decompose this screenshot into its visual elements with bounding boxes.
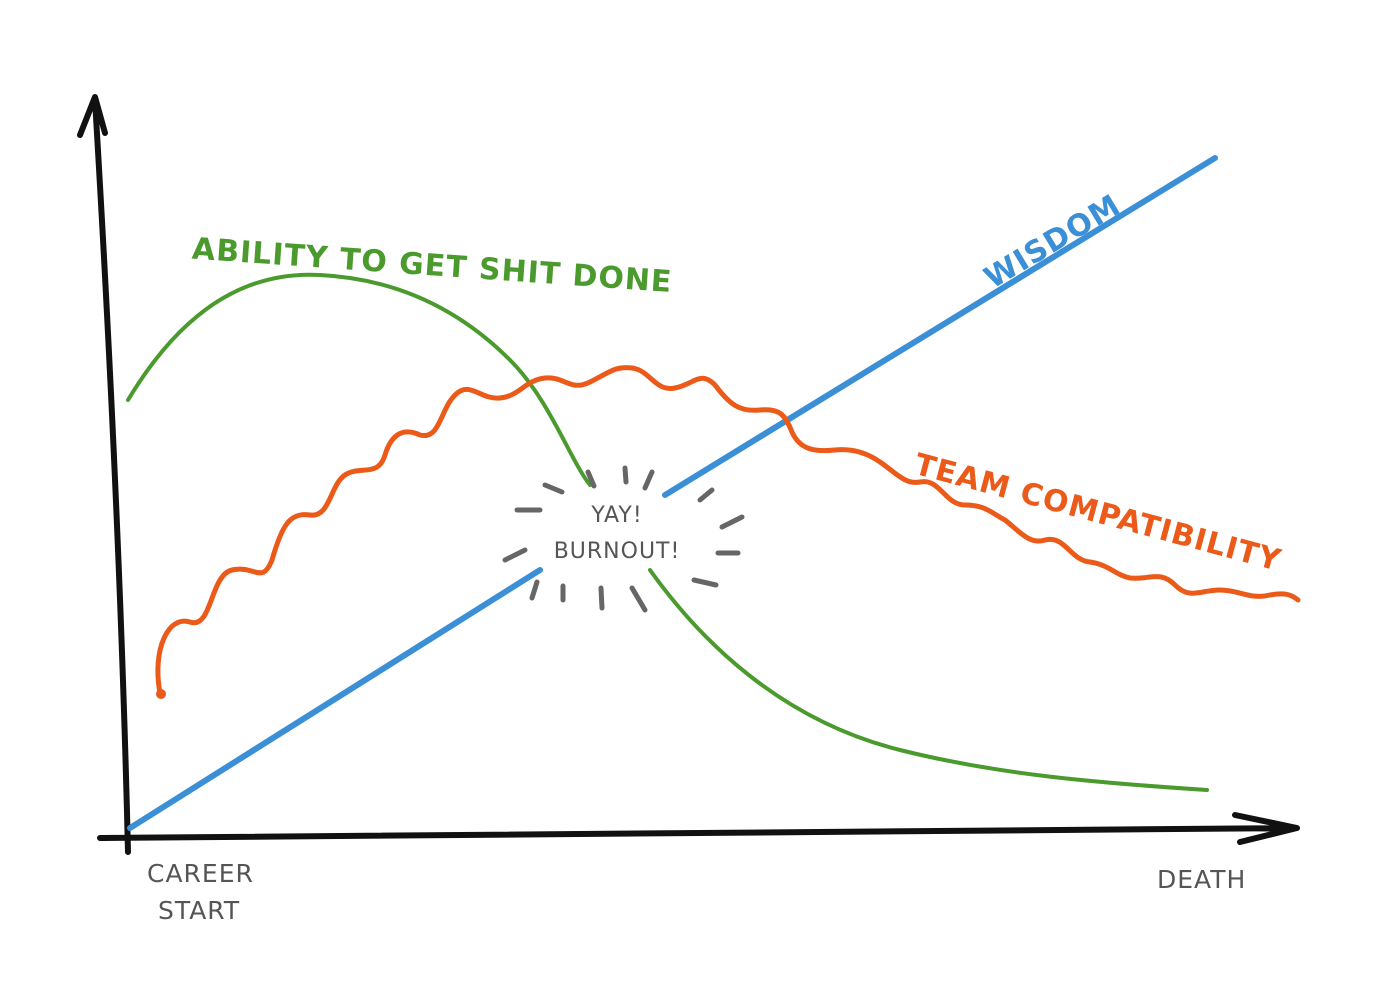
x-axis-end-label: DEATH xyxy=(1157,865,1246,894)
team-compatibility-curve xyxy=(155,365,1301,696)
wisdom-curve xyxy=(127,155,1218,831)
y-axis xyxy=(77,94,131,855)
curve-label: TEAM COMPATIBILITY xyxy=(911,447,1286,579)
annotation-line: BURNOUT! xyxy=(554,539,681,564)
ability-curve xyxy=(126,272,1209,792)
curve-label: WISDOM xyxy=(978,188,1126,296)
x-axis-start-label: START xyxy=(158,896,240,925)
annotation-line: YAY! xyxy=(590,503,642,528)
curve-label: ABILITY TO GET SHIT DONE xyxy=(191,232,674,300)
curve-start-dot xyxy=(156,689,166,699)
x-axis-start-label: CAREER xyxy=(147,859,254,888)
x-axis xyxy=(97,812,1300,845)
burst xyxy=(502,465,745,613)
